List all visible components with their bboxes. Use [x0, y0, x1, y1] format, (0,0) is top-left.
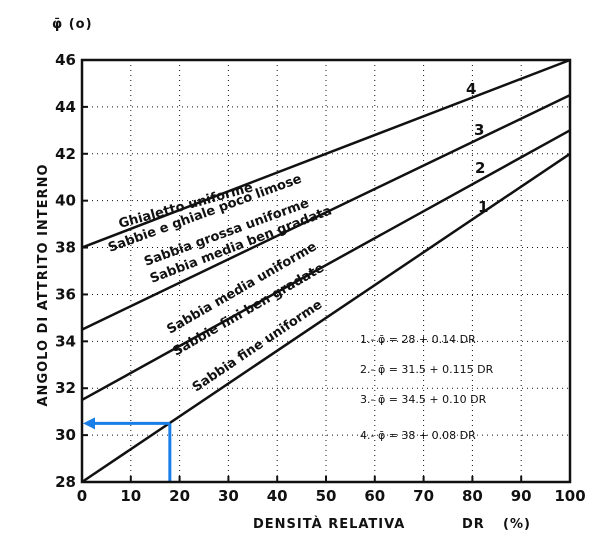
x-tick-label-90: 90 [511, 487, 532, 505]
y-tick-label-32: 32 [55, 379, 76, 397]
series-number-3: 3 [474, 121, 484, 139]
x-tick-label-0: 0 [77, 487, 87, 505]
series-number-2: 2 [475, 159, 485, 177]
x-axis-label: DENSITÀ RELATIVA [253, 516, 405, 532]
annotation-arrow-head [83, 417, 95, 430]
x-axis-unit: (%) [503, 517, 531, 532]
equation-4: 4.- φ̄ = 38 + 0.08 DR [360, 429, 476, 442]
x-tick-label-80: 80 [462, 487, 483, 505]
annotation [83, 417, 172, 482]
series-line-2 [81, 129, 571, 402]
y-tick-label-28: 28 [55, 473, 76, 491]
series-line-3 [81, 94, 571, 331]
y-tick-label-42: 42 [55, 145, 76, 163]
equation-2: 2.- φ̄ = 31.5 + 0.115 DR [360, 363, 494, 376]
equation-1: 1.- φ̄ = 28 + 0.14 DR [360, 333, 476, 346]
x-tick-label-10: 10 [120, 487, 141, 505]
y-axis-label: ANGOLO DI ATTRITO INTERNO [36, 164, 51, 407]
x-tick-label-20: 20 [169, 487, 190, 505]
tick-labels: 0 10 20 30 40 50 60 70 80 90 100283032343638404244… [55, 51, 586, 505]
equation-3: 3.- φ̄ = 34.5 + 0.10 DR [360, 393, 487, 406]
y-axis-top-label: φ̄ (o) [52, 17, 93, 32]
series-line-1 [81, 152, 571, 484]
x-axis-symbol: DR [462, 517, 485, 532]
x-tick-label-30: 30 [218, 487, 239, 505]
y-tick-label-38: 38 [55, 239, 76, 257]
x-tick-label-50: 50 [316, 487, 337, 505]
series-line-4 [81, 58, 571, 249]
x-tick-label-40: 40 [267, 487, 288, 505]
x-tick-label-100: 100 [554, 487, 585, 505]
y-tick-label-44: 44 [55, 98, 76, 116]
y-tick-label-46: 46 [55, 51, 76, 69]
x-tick-label-70: 70 [413, 487, 434, 505]
y-tick-label-30: 30 [55, 426, 76, 444]
grid [82, 60, 570, 482]
series-number-4: 4 [466, 80, 476, 98]
x-tick-label-60: 60 [364, 487, 385, 505]
y-tick-label-36: 36 [55, 285, 76, 303]
series-number-1: 1 [478, 198, 488, 216]
y-tick-label-34: 34 [55, 332, 76, 350]
y-tick-label-40: 40 [55, 192, 76, 210]
axes [80, 58, 572, 484]
series-lines [81, 58, 571, 484]
